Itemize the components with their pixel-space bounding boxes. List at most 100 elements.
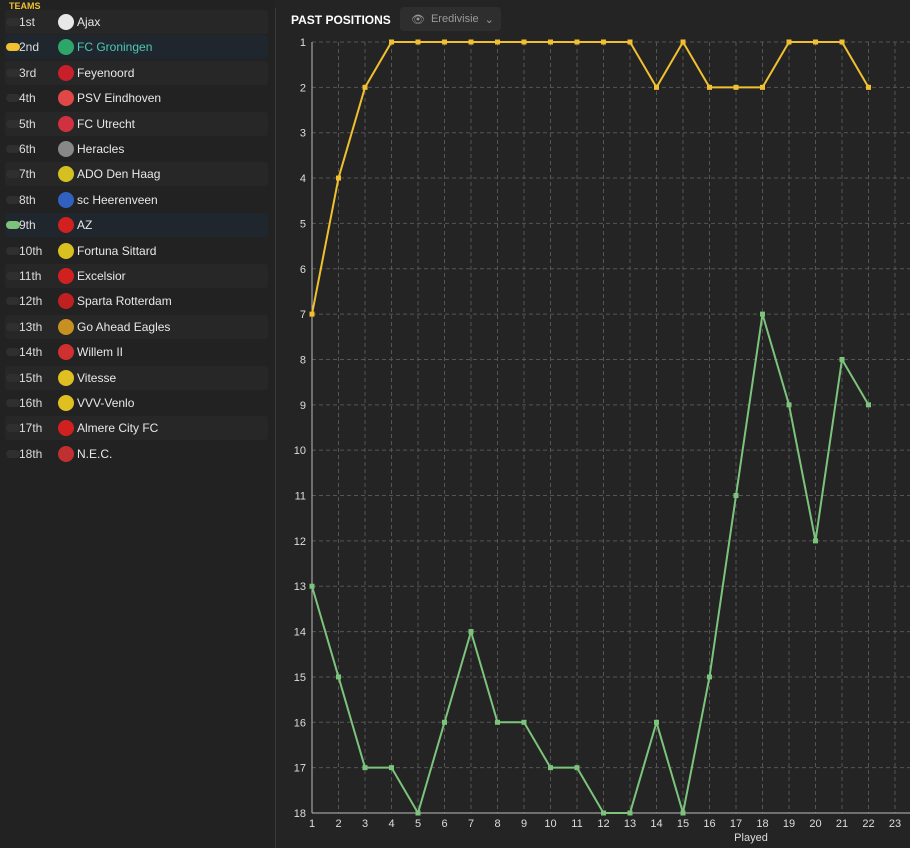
team-crest-icon (58, 369, 74, 386)
team-row[interactable]: 11th Excelsior (5, 264, 268, 288)
team-row[interactable]: 1st Ajax (5, 10, 268, 34)
team-name[interactable]: AZ (77, 218, 93, 233)
team-name[interactable]: Willem II (77, 345, 123, 360)
highlight-toggle-icon[interactable] (6, 322, 20, 331)
team-crest-icon (58, 14, 74, 30)
team-name[interactable]: Excelsior (77, 269, 126, 283)
highlight-toggle-icon[interactable] (6, 195, 20, 204)
highlight-toggle-icon[interactable] (6, 43, 20, 52)
team-crest-icon (58, 90, 74, 107)
team-name[interactable]: VVV-Venlo (77, 396, 135, 410)
data-point (389, 765, 394, 771)
data-point (415, 810, 421, 816)
y-tick-label: 6 (300, 264, 306, 276)
data-point (495, 719, 500, 725)
team-row[interactable]: 13th Go Ahead Eagles (5, 314, 268, 339)
team-row[interactable]: 2nd FC Groningen (5, 35, 268, 60)
team-name[interactable]: Heracles (77, 142, 125, 156)
team-position: 14th (19, 345, 43, 360)
team-name[interactable]: Fortuna Sittard (77, 243, 157, 258)
team-row[interactable]: 9th AZ (5, 213, 268, 238)
team-row[interactable]: 5th FC Utrecht (5, 111, 268, 136)
team-row[interactable]: 6th Heracles (5, 137, 268, 161)
highlight-toggle-icon[interactable] (6, 221, 20, 230)
data-point (442, 39, 447, 45)
y-tick-label: 9 (300, 400, 306, 412)
highlight-toggle-icon[interactable] (6, 246, 20, 255)
data-point (627, 810, 633, 816)
team-row[interactable]: 10th Fortuna Sittard (5, 238, 268, 263)
highlight-toggle-icon[interactable] (6, 449, 20, 458)
team-row[interactable]: 8th sc Heerenveen (5, 187, 268, 212)
highlight-toggle-icon[interactable] (6, 297, 20, 306)
highlight-toggle-icon[interactable] (6, 272, 20, 280)
x-tick-label: 21 (836, 818, 848, 830)
team-row[interactable]: 4th PSV Eindhoven (5, 86, 268, 111)
team-crest-icon (58, 166, 74, 183)
highlight-toggle-icon[interactable] (6, 18, 20, 26)
data-point (309, 583, 315, 589)
team-name[interactable]: FC Groningen (77, 40, 153, 55)
data-point (813, 538, 818, 544)
data-point (839, 356, 845, 362)
highlight-toggle-icon[interactable] (6, 348, 20, 357)
data-point (309, 311, 315, 317)
data-point (786, 39, 792, 45)
team-row[interactable]: 16th VVV-Venlo (5, 391, 268, 415)
team-crest-icon (58, 395, 74, 411)
x-tick-label: 19 (783, 818, 795, 830)
team-name[interactable]: N.E.C. (77, 446, 113, 461)
team-name[interactable]: Sparta Rotterdam (77, 294, 172, 309)
team-crest-icon (58, 242, 74, 259)
highlight-toggle-icon[interactable] (6, 373, 20, 382)
data-point (389, 39, 394, 45)
team-name[interactable]: FC Utrecht (77, 116, 136, 131)
y-tick-label: 4 (300, 173, 306, 185)
team-row[interactable]: 17th Almere City FC (5, 416, 268, 441)
data-point (521, 39, 527, 45)
page-title: PAST POSITIONS (291, 13, 391, 27)
team-name[interactable]: Ajax (77, 15, 101, 29)
team-row[interactable]: 7th ADO Den Haag (5, 162, 268, 187)
competition-dropdown[interactable]: 👁 Eredivisie ⌄ (400, 7, 501, 31)
team-row[interactable]: 12th Sparta Rotterdam (5, 289, 268, 314)
team-position: 15th (19, 370, 43, 385)
data-point (707, 84, 712, 90)
eye-icon: 👁 (411, 13, 425, 26)
x-tick-label: 9 (521, 818, 527, 830)
highlight-toggle-icon[interactable] (6, 68, 20, 77)
team-name[interactable]: PSV Eindhoven (77, 91, 162, 106)
team-row[interactable]: 15th Vitesse (5, 365, 268, 390)
team-name[interactable]: ADO Den Haag (77, 167, 161, 182)
team-position: 4th (19, 91, 36, 106)
highlight-toggle-icon[interactable] (6, 424, 20, 433)
data-point (786, 402, 792, 408)
team-crest-icon (58, 191, 74, 208)
team-name[interactable]: Feyenoord (77, 65, 135, 80)
data-point (760, 311, 765, 317)
highlight-toggle-icon[interactable] (6, 145, 20, 153)
team-name[interactable]: sc Heerenveen (77, 192, 158, 207)
teams-header: TEAMS (9, 1, 41, 11)
team-name[interactable]: Vitesse (77, 370, 117, 385)
team-name[interactable]: Almere City FC (77, 421, 159, 436)
data-point (442, 719, 447, 725)
highlight-toggle-icon[interactable] (6, 119, 20, 128)
team-row[interactable]: 3rd Feyenoord (5, 60, 268, 85)
highlight-toggle-icon[interactable] (6, 94, 20, 103)
team-name[interactable]: Go Ahead Eagles (77, 319, 171, 334)
y-tick-label: 12 (294, 536, 306, 548)
data-point (495, 39, 500, 45)
team-crest-icon (58, 293, 74, 310)
highlight-toggle-icon[interactable] (6, 170, 20, 179)
x-tick-label: 20 (809, 818, 821, 830)
team-position: 2nd (19, 40, 40, 55)
data-point (548, 765, 553, 771)
highlight-toggle-icon[interactable] (6, 399, 20, 407)
team-row[interactable]: 14th Willem II (5, 340, 268, 365)
team-position: 18th (19, 446, 43, 461)
team-row[interactable]: 18th N.E.C. (5, 441, 268, 466)
team-position: 6th (19, 142, 36, 156)
y-tick-label: 11 (295, 491, 306, 503)
